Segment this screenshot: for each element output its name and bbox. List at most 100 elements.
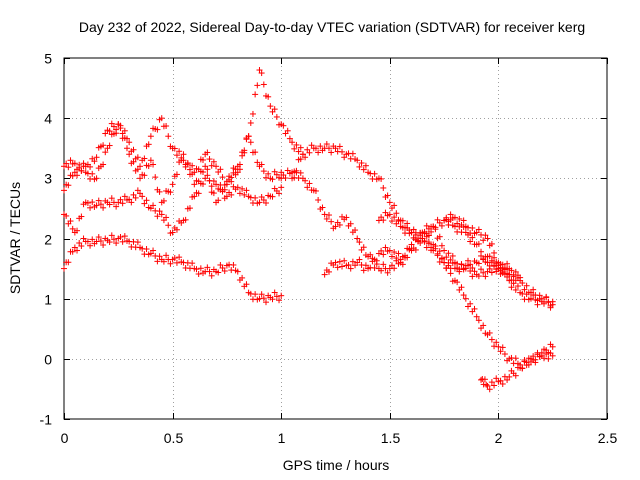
data-point-interp [150,247,157,254]
data-point-interp [510,280,517,287]
data-point [408,229,415,236]
data-point [549,352,556,359]
data-point-interp [171,255,178,262]
data-point-interp [74,247,81,254]
data-point-interp [171,145,178,152]
data-point-interp [173,259,180,266]
data-point-interp [76,164,83,171]
data-point-interp [204,172,211,179]
data-point-interp [480,322,487,329]
data-point-interp [204,264,211,271]
data-point-interp [84,238,91,245]
data-point-interp [219,174,226,181]
data-point-interp [87,163,94,170]
data-point-interp [219,264,226,271]
data-point-interp [241,147,248,154]
data-point-interp [304,184,311,191]
data-point-interp [356,163,363,170]
data-point-interp [69,172,76,179]
data-point-interp [360,166,367,173]
ticks-layer: 0 0.5 1 1.5 2 2.5 -1 0 1 2 3 4 5 [40,51,618,447]
data-point-interp [434,216,441,223]
data-point-interp [80,160,87,167]
data-point-interp [204,149,211,156]
data-point-interp [132,194,139,201]
data-point-interp [336,143,343,150]
data-point [234,268,241,275]
data-point-interp [339,148,346,155]
data-point-interp [87,242,94,249]
data-point [137,190,144,197]
data-point-interp [269,296,276,303]
data-point-interp [254,159,261,166]
data-point-interp [352,227,359,234]
data-point-interp [432,226,439,233]
data-point-interp [91,158,98,165]
data-point-interp [475,317,482,324]
data-point-interp [134,166,141,173]
data-point-interp [325,145,332,152]
data-point-interp [541,300,548,307]
data-point-interp [163,214,170,221]
data-point-interp [467,238,474,245]
data-point-interp [186,205,193,212]
data-point [343,214,350,221]
data-point-interp [134,239,141,246]
data-point-interp [436,248,443,255]
data-point-interp [276,297,283,304]
data-point-interp [217,261,224,268]
data-point-interp [236,190,243,197]
data-point-interp [239,274,246,281]
data-point-interp [393,210,400,217]
data-point [158,211,165,218]
data-point-interp [106,201,113,208]
data-point-interp [371,170,378,177]
data-point [549,298,556,305]
data-point-interp [258,193,265,200]
data-point-interp [200,169,207,176]
data-point-interp [480,237,487,244]
data-point-interp [428,244,435,251]
data-point-interp [69,248,76,255]
data-point-interp [97,238,104,245]
data-point-interp [130,158,137,165]
data-point-interp [512,268,519,275]
data-point [169,229,176,236]
x-tick-label: 1 [278,430,286,446]
data-point-interp [228,191,235,198]
data-point-interp [243,187,250,194]
data-point-interp [102,130,109,137]
data-point-interp [260,196,267,203]
data-point-interp [384,269,391,276]
data-point-interp [258,161,265,168]
data-point-interp [262,299,269,306]
data-point-interp [210,158,217,165]
data-point [147,133,154,140]
grid-layer [64,58,607,419]
data-point-interp [258,291,265,298]
data-point [462,295,469,302]
data-point [495,343,502,350]
data-point-interp [167,260,174,267]
data-point-interp [428,228,435,235]
data-point [517,274,524,281]
data-point-interp [306,149,313,156]
data-point-interp [121,233,128,240]
data-point-interp [382,209,389,216]
data-point-interp [545,349,552,356]
data-point-interp [438,255,445,262]
data-point-interp [150,161,157,168]
data-point-interp [447,270,454,277]
data-point-interp [347,265,354,272]
data-point-interp [541,355,548,362]
data-point-interp [145,162,152,169]
data-point-interp [286,135,293,142]
data-point [451,214,458,221]
data-point-interp [106,128,113,135]
data-point-interp [165,133,172,140]
data-point-interp [195,190,202,197]
data-point-interp [312,145,319,152]
data-point-interp [438,222,445,229]
data-point [213,181,220,188]
data-point-interp [265,93,272,100]
